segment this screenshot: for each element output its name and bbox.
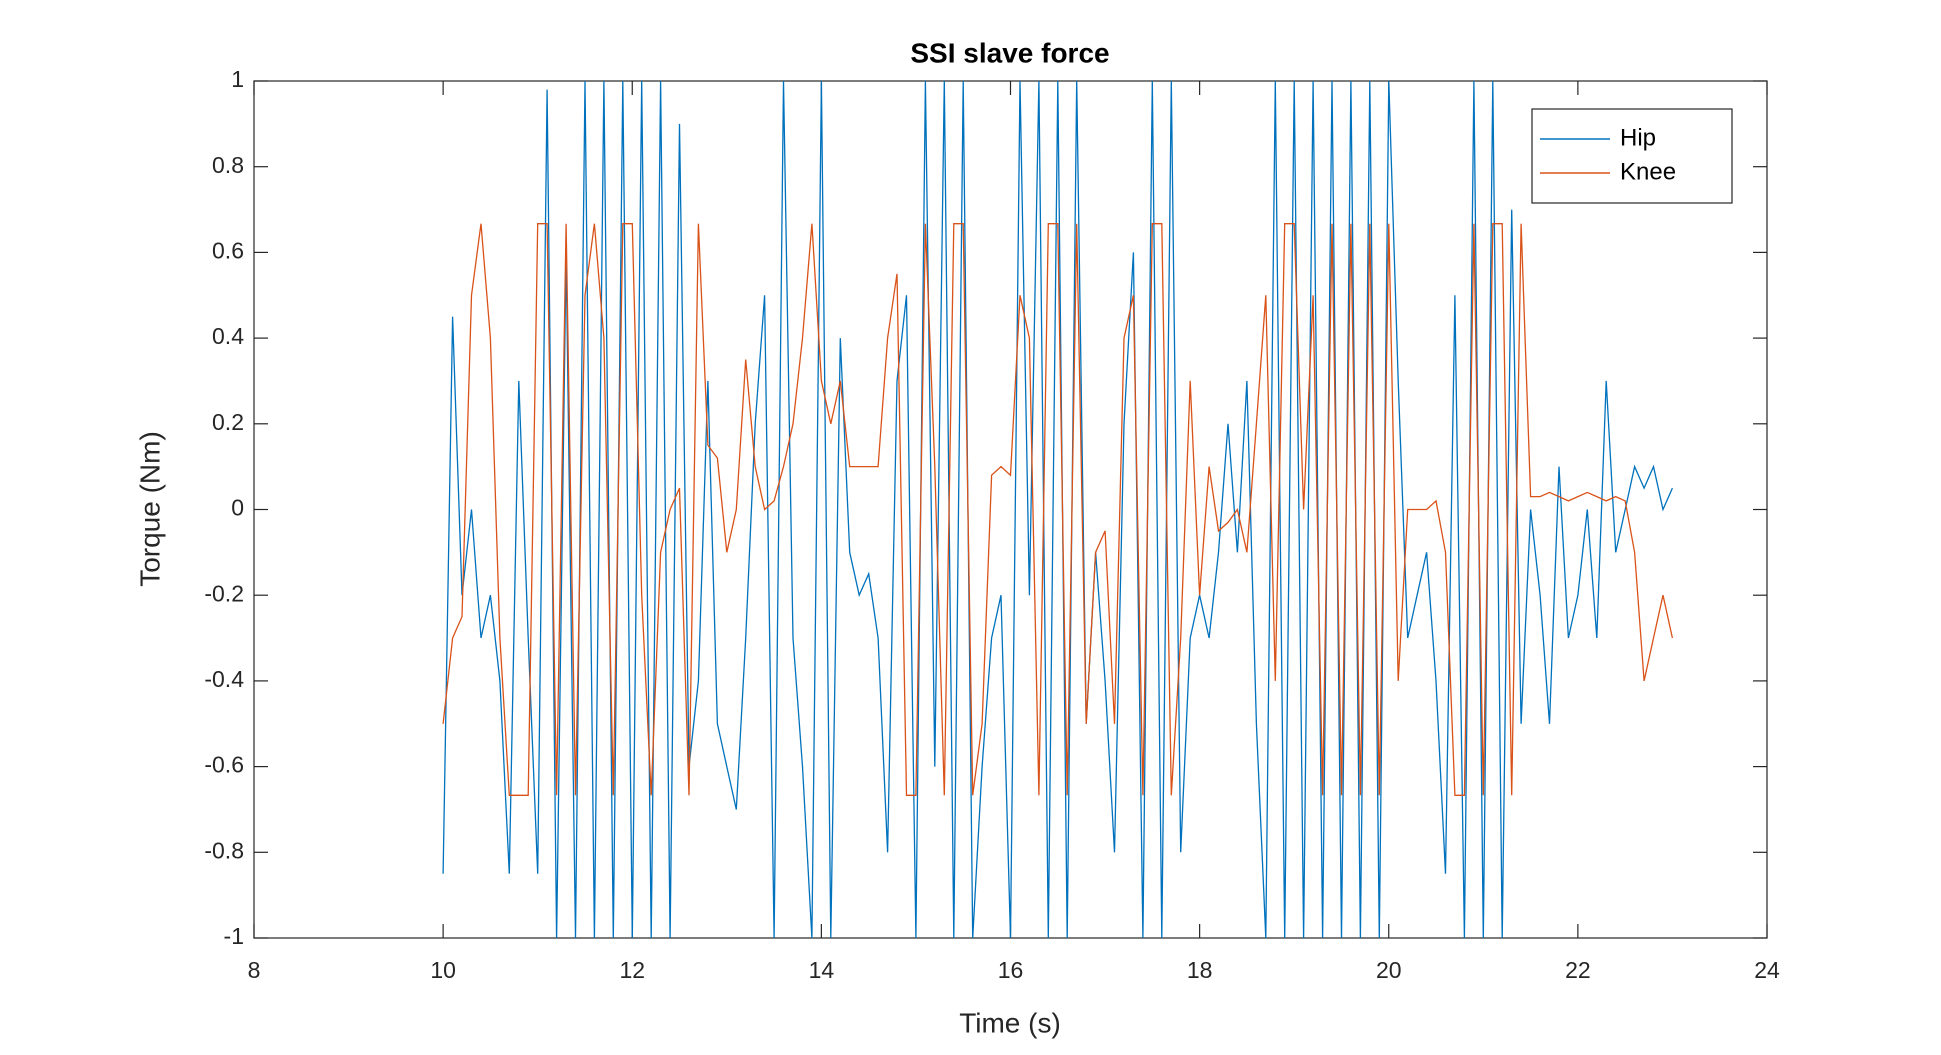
y-axis-label: Torque (Nm) — [134, 431, 165, 587]
data-line — [442, 81, 1673, 938]
plot-area — [253, 80, 1768, 939]
x-tick-label: 12 — [619, 957, 645, 983]
y-tick-label: 0.6 — [212, 237, 244, 263]
x-tick-label: 10 — [430, 957, 456, 983]
y-tick-label: 0.8 — [212, 152, 244, 178]
x-tick-label: 8 — [248, 957, 261, 983]
x-tick-label: 22 — [1565, 957, 1591, 983]
y-tick-label: 1 — [231, 66, 244, 92]
x-tick-label: 20 — [1376, 957, 1402, 983]
chart-title: SSI slave force — [910, 37, 1109, 68]
y-tick-label: 0.2 — [212, 409, 244, 435]
y-tick-label: -0.4 — [204, 666, 244, 692]
x-tick-label: 14 — [809, 957, 835, 983]
y-tick-label: -0.2 — [204, 580, 244, 606]
legend-label: Knee — [1620, 158, 1676, 185]
y-tick-label: 0.4 — [212, 323, 244, 349]
x-axis-label: Time (s) — [959, 1007, 1061, 1038]
y-tick-label: -0.8 — [204, 837, 244, 863]
y-tick-label: -1 — [224, 923, 244, 949]
x-tick-label: 24 — [1754, 957, 1780, 983]
x-tick-label: 18 — [1187, 957, 1213, 983]
legend-box — [1531, 108, 1733, 204]
y-tick-label: 0 — [231, 495, 244, 521]
data-line — [442, 223, 1674, 796]
plot-lines — [442, 81, 1674, 938]
y-tick-label: -0.6 — [204, 752, 244, 778]
legend-label: Hip — [1620, 124, 1656, 151]
x-tick-label: 16 — [998, 957, 1024, 983]
